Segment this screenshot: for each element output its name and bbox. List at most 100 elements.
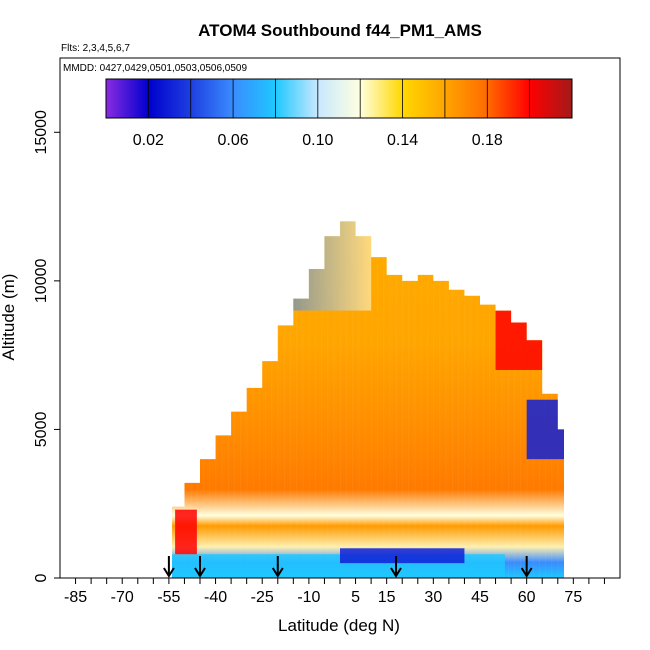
x-tick-label: -70 [111,589,134,606]
heatmap-column-seam [514,221,515,578]
x-tick-label: -25 [251,589,274,606]
heatmap-column-seam [439,221,441,578]
heatmap-region [215,221,372,311]
heatmap-column-seam [408,221,410,578]
heatmap-column-seam [203,221,204,578]
heatmap-column-seam [346,221,347,578]
colorbar-tick-label: 0.14 [387,132,418,149]
heatmap-column-seam [196,221,198,578]
x-tick-label: -40 [204,589,227,606]
heatmap-column-seam [377,221,378,578]
x-tick-label: 30 [424,589,442,606]
heatmap-column-seam [445,221,447,578]
heatmap-column-seam [501,221,503,578]
x-tick-label: 75 [564,589,582,606]
heatmap-column-seam [321,221,322,578]
y-tick-label: 15000 [33,110,50,155]
x-axis: -85 -70 -55 -40 -25 -10 5 15 30 45 60 75 [64,578,605,606]
chart-title: ATOM4 Southbound f44_PM1_AMS [198,21,482,40]
heatmap-column-seam [352,221,354,578]
heatmap-column-seam [277,221,279,578]
heatmap-column-seam [284,221,285,578]
heatmap-column-seam [252,221,254,578]
heatmap-column-seam [557,221,559,578]
heatmap-column-seam [340,221,341,578]
heatmap-region [526,399,564,460]
heatmap-column-seam [458,221,459,578]
heatmap-column-seam [402,221,403,578]
y-axis: 0 5000 10000 15000 [33,110,60,582]
profile-arrow [163,556,175,578]
heatmap-column-seam [209,221,210,578]
heatmap-region [175,509,197,555]
profile-markers [163,556,533,578]
heatmap-region [495,310,543,370]
dates-subtitle: MMDD: 0427,0429,0501,0503,0506,0509 [63,63,247,74]
heatmap-column-seam [184,221,186,578]
heatmap-column-seam [383,221,385,578]
x-tick-label: -55 [157,589,180,606]
profile-arrow [520,556,533,578]
heatmap-region [340,548,465,564]
heatmap-column-seam [265,221,266,578]
heatmap-column-seam [172,221,173,578]
colorbar-tick-label: 0.06 [218,132,249,149]
heatmap-column-seam [414,221,416,578]
heatmap-column-seam [532,221,534,578]
heatmap-column-seam [302,221,304,578]
y-axis-label: Altitude (m) [0,274,18,361]
flights-subtitle: Flts: 2,3,4,5,6,7 [61,43,130,54]
profile-arrow [194,556,206,578]
heatmap-column-seam [246,221,248,578]
heatmap-column-seam [190,221,192,578]
colorbar: 0.02 0.06 0.10 0.14 0.18 [105,78,573,149]
heatmap-column-seam [489,221,490,578]
profile-arrow [390,556,402,578]
heatmap-column-seam [420,221,422,578]
heatmap-column-seam [452,221,453,578]
heatmap-column-seam [545,221,546,578]
heatmap-column-seam [520,221,522,578]
colorbar-tick-label: 0.02 [133,132,164,149]
heatmap-column-seam [470,221,472,578]
heatmap-column-seam [358,221,360,578]
y-tick-label: 5000 [33,412,50,448]
profile-arrow [271,556,284,578]
heatmap-column-seam [433,221,434,578]
y-tick-label: 10000 [33,259,50,304]
heatmap-column-seam [215,221,217,578]
heatmap-column-seam [483,221,484,578]
colorbar-gradient [105,78,573,119]
x-axis-label: Latitude (deg N) [278,616,400,635]
heatmap-column-seam [364,221,366,578]
x-tick-label: 45 [471,589,489,606]
heatmap-column-seam [290,221,291,578]
heatmap-column-seam [526,221,528,578]
colorbar-tick-label: 0.10 [302,132,333,149]
heatmap-column-seam [333,221,335,578]
x-tick-label: -85 [64,589,87,606]
heatmap-column-seam [476,221,478,578]
heatmap-column-seam [308,221,310,578]
heatmap-column-seam [315,221,316,578]
heatmap-column-seam [464,221,466,578]
heatmap-column-seam [539,221,540,578]
heatmap-column-seam [508,221,509,578]
heatmap-column-seam [495,221,497,578]
x-tick-label: -10 [297,589,320,606]
heatmap-column-seam [389,221,391,578]
heatmap-column-seam [327,221,329,578]
heatmap-column-seam [396,221,397,578]
heatmap-column-seam [271,221,273,578]
x-tick-label: 60 [518,589,536,606]
heatmap-column-seam [371,221,372,578]
heatmap-column-seam [259,221,260,578]
heatmap-column-seam [427,221,428,578]
heatmap-column-seam [551,221,553,578]
colorbar-tick-label: 0.18 [472,132,503,149]
y-tick-label: 0 [33,573,50,582]
x-tick-label: 15 [378,589,396,606]
x-tick-label: 5 [351,589,360,606]
heatmap-column-seam [296,221,298,578]
